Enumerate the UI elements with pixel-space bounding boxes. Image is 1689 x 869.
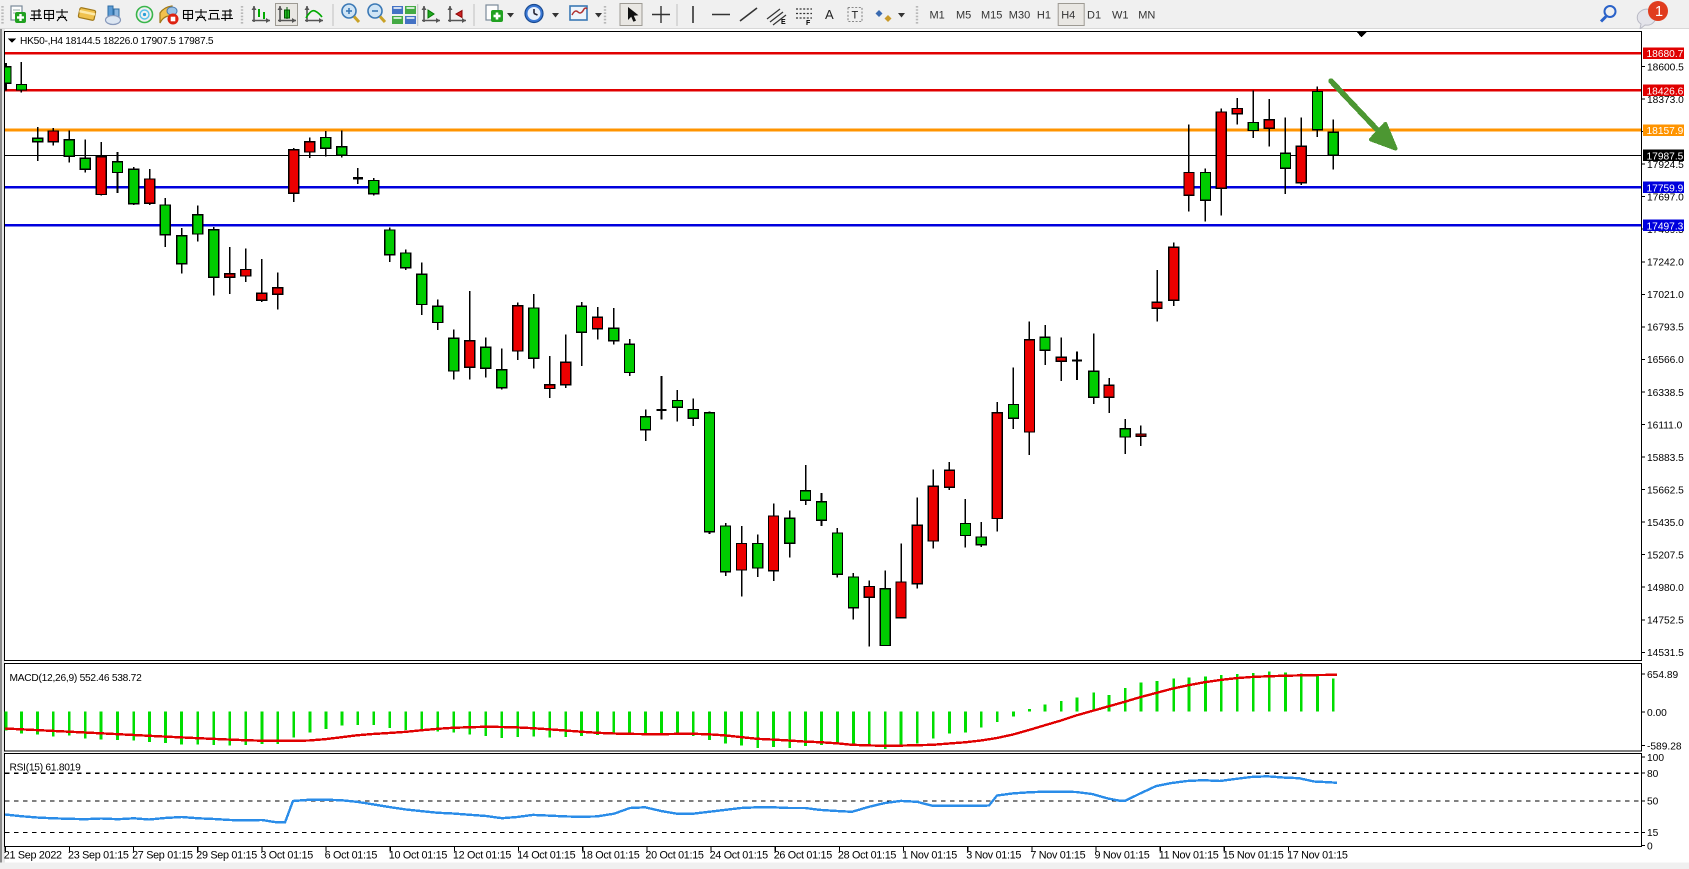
svg-text:26 Oct 01:15: 26 Oct 01:15 (774, 850, 833, 862)
svg-text:27 Sep 01:15: 27 Sep 01:15 (132, 850, 193, 862)
svg-text:17697.0: 17697.0 (1647, 193, 1684, 204)
svg-text:17497.3: 17497.3 (1647, 221, 1684, 232)
svg-text:17987.5: 17987.5 (1647, 151, 1684, 162)
svg-text:10 Oct 01:15: 10 Oct 01:15 (389, 850, 448, 862)
svg-text:H4: H4 (1061, 10, 1075, 22)
svg-text:18373.0: 18373.0 (1647, 95, 1684, 106)
svg-text:23 Sep 01:15: 23 Sep 01:15 (68, 850, 129, 862)
svg-text:80: 80 (1647, 769, 1659, 780)
svg-text:50: 50 (1647, 797, 1659, 808)
svg-text:16566.0: 16566.0 (1647, 355, 1684, 366)
svg-text:17021.0: 17021.0 (1647, 290, 1684, 301)
svg-text:M15: M15 (981, 10, 1002, 22)
svg-text:14 Oct 01:15: 14 Oct 01:15 (517, 850, 576, 862)
svg-text:15435.0: 15435.0 (1647, 518, 1684, 529)
svg-text:1: 1 (1655, 4, 1663, 20)
svg-text:18 Oct 01:15: 18 Oct 01:15 (581, 850, 640, 862)
svg-text:28 Oct 01:15: 28 Oct 01:15 (838, 850, 897, 862)
svg-text:MACD(12,26,9) 552.46 538.72: MACD(12,26,9) 552.46 538.72 (10, 673, 143, 684)
svg-text:11 Nov 01:15: 11 Nov 01:15 (1159, 850, 1219, 862)
svg-text:0: 0 (1647, 841, 1653, 852)
svg-text:15883.5: 15883.5 (1647, 453, 1684, 464)
svg-text:15 Nov 01:15: 15 Nov 01:15 (1223, 850, 1284, 862)
svg-text:18680.7: 18680.7 (1647, 49, 1684, 60)
svg-text:-589.28: -589.28 (1647, 741, 1682, 752)
svg-text:20 Oct 01:15: 20 Oct 01:15 (645, 850, 704, 862)
svg-text:E: E (781, 19, 786, 26)
svg-text:12 Oct 01:15: 12 Oct 01:15 (453, 850, 512, 862)
svg-text:7 Nov 01:15: 7 Nov 01:15 (1030, 850, 1085, 862)
svg-text:3 Oct 01:15: 3 Oct 01:15 (260, 850, 313, 862)
svg-text:17924.5: 17924.5 (1647, 160, 1684, 171)
svg-text:F: F (806, 20, 811, 27)
svg-text:3 Nov 01:15: 3 Nov 01:15 (966, 850, 1021, 862)
svg-text:14531.5: 14531.5 (1647, 648, 1684, 659)
svg-text:16111.0: 16111.0 (1647, 420, 1683, 431)
svg-text:H1: H1 (1037, 10, 1051, 22)
svg-text:RSI(15) 61.8019: RSI(15) 61.8019 (10, 763, 82, 774)
svg-text:6 Oct 01:15: 6 Oct 01:15 (325, 850, 378, 862)
svg-text:0.00: 0.00 (1647, 708, 1667, 719)
svg-text:M1: M1 (930, 10, 945, 22)
svg-text:1 Nov 01:15: 1 Nov 01:15 (902, 850, 957, 862)
svg-text:16793.5: 16793.5 (1647, 323, 1684, 334)
svg-text:9 Nov 01:15: 9 Nov 01:15 (1095, 850, 1150, 862)
svg-text:14980.0: 14980.0 (1647, 583, 1684, 594)
svg-text:17759.9: 17759.9 (1647, 183, 1684, 194)
svg-text:17242.0: 17242.0 (1647, 258, 1684, 269)
svg-text:15207.5: 15207.5 (1647, 551, 1684, 562)
svg-text:15: 15 (1647, 828, 1659, 839)
svg-text:16338.5: 16338.5 (1647, 388, 1684, 399)
svg-text:MN: MN (1138, 10, 1155, 22)
svg-text:18426.6: 18426.6 (1647, 86, 1684, 97)
svg-text:D1: D1 (1087, 10, 1101, 22)
svg-text:100: 100 (1647, 753, 1664, 764)
svg-text:18600.5: 18600.5 (1647, 62, 1684, 73)
svg-text:W1: W1 (1112, 10, 1129, 22)
svg-text:M5: M5 (956, 10, 971, 22)
svg-text:654.89: 654.89 (1647, 670, 1678, 681)
svg-text:29 Sep 01:15: 29 Sep 01:15 (196, 850, 257, 862)
svg-text:M30: M30 (1009, 10, 1030, 22)
svg-text:18157.9: 18157.9 (1647, 126, 1684, 137)
svg-text:T: T (852, 10, 859, 22)
svg-text:A: A (825, 7, 834, 22)
svg-text:21 Sep 2022: 21 Sep 2022 (4, 850, 62, 862)
svg-text:14752.5: 14752.5 (1647, 616, 1684, 627)
svg-text:HK50-,H4 18144.5 18226.0 1790: HK50-,H4 18144.5 18226.0 17907.5 17987.5 (20, 36, 214, 47)
svg-text:15662.5: 15662.5 (1647, 485, 1684, 496)
svg-text:24 Oct 01:15: 24 Oct 01:15 (710, 850, 769, 862)
svg-text:17 Nov 01:15: 17 Nov 01:15 (1287, 850, 1348, 862)
